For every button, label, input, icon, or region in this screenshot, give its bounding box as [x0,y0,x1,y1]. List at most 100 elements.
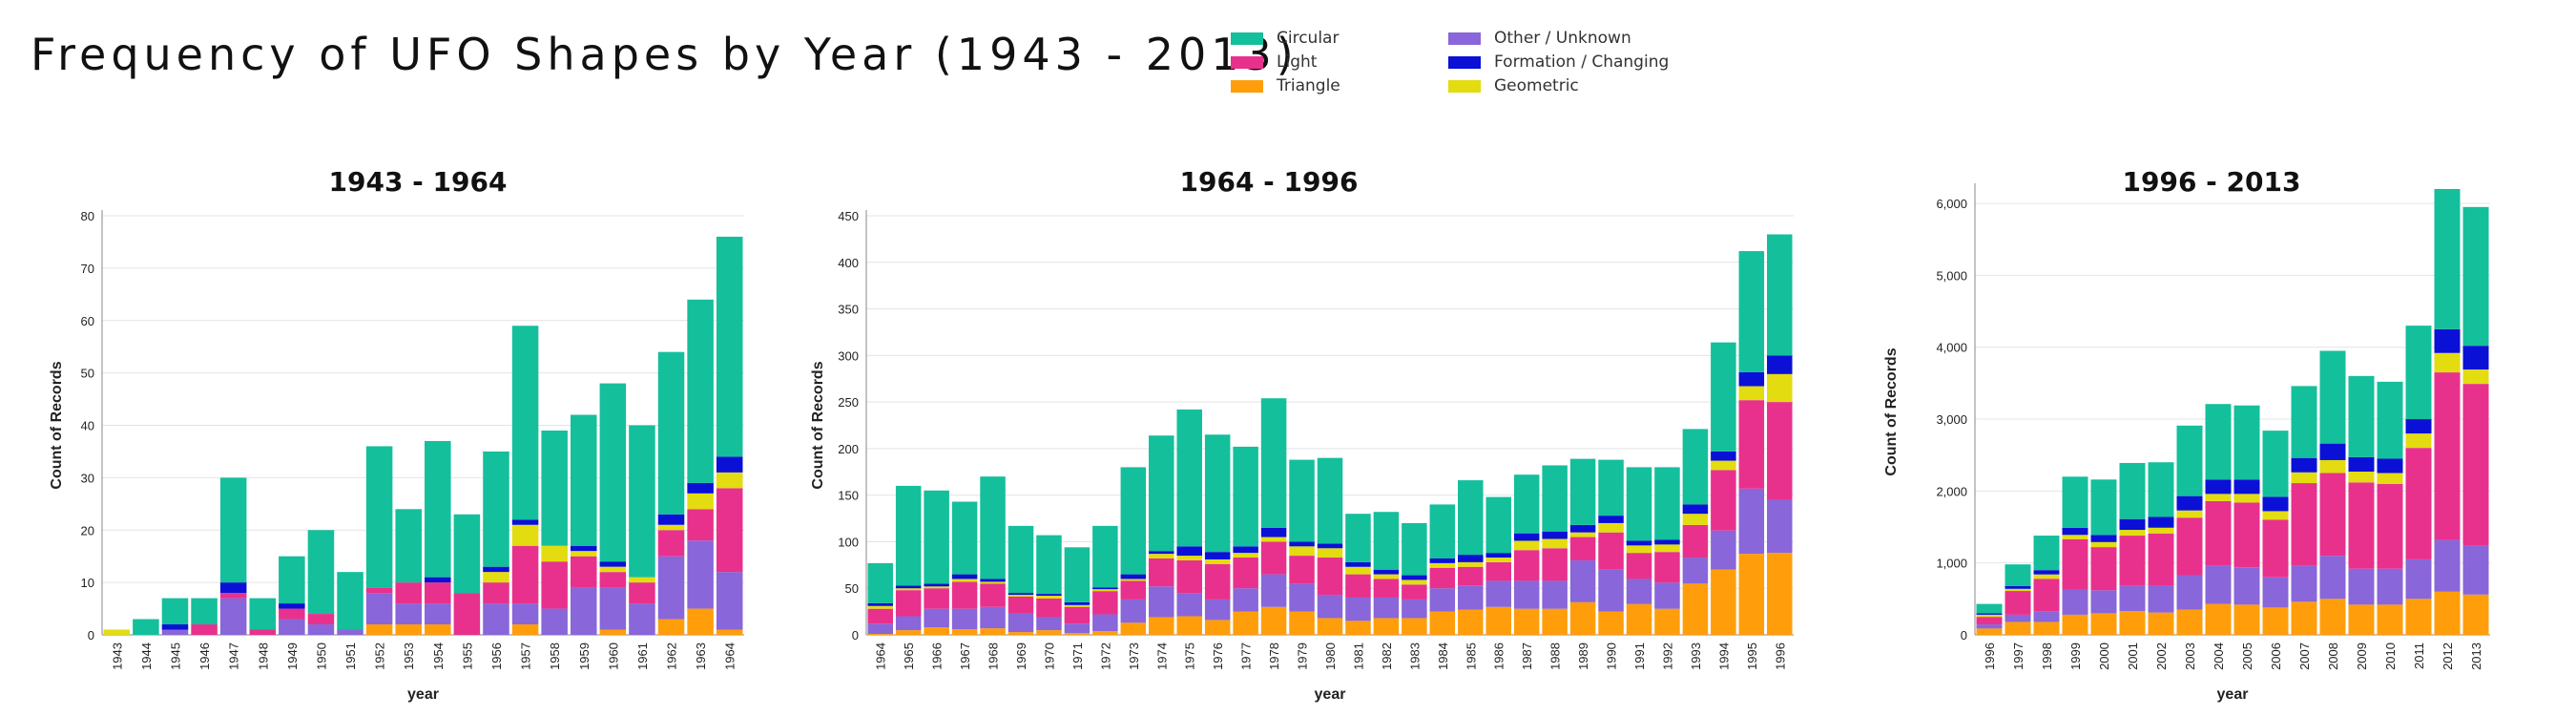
bar-segment-triangle-1990[interactable] [1598,611,1624,635]
bar-segment-formation-changing-2002[interactable] [2148,516,2174,528]
bar-segment-other-unknown-1956[interactable] [483,603,509,635]
bar-segment-circular-1957[interactable] [511,326,539,520]
bar-segment-formation-changing-2006[interactable] [2262,496,2289,512]
bar-segment-other-unknown-1979[interactable] [1289,583,1315,612]
bar-segment-triangle-1972[interactable] [1092,631,1118,635]
bar-segment-light-1969[interactable] [1008,597,1034,614]
bar-segment-circular-1996[interactable] [1767,234,1793,356]
bar-segment-circular-1991[interactable] [1626,467,1652,541]
bar-segment-light-1955[interactable] [453,593,481,635]
bar-segment-triangle-1996[interactable] [1767,553,1793,635]
bar-segment-other-unknown-1961[interactable] [629,603,655,635]
bar-segment-geometric-2006[interactable] [2262,511,2289,520]
bar-segment-circular-2003[interactable] [2176,425,2203,496]
bar-segment-other-unknown-1987[interactable] [1513,580,1540,609]
bar-segment-light-1968[interactable] [980,583,1006,607]
bar-segment-triangle-1978[interactable] [1260,606,1287,635]
bar-segment-circular-1976[interactable] [1204,434,1231,553]
bar-segment-circular-1949[interactable] [279,556,305,604]
bar-segment-light-1960[interactable] [599,572,627,588]
bar-segment-geometric-1978[interactable] [1260,537,1287,542]
bar-segment-formation-changing-2000[interactable] [2090,535,2117,542]
bar-segment-formation-changing-1965[interactable] [895,585,922,589]
bar-segment-triangle-2009[interactable] [2348,604,2375,635]
bar-segment-geometric-1983[interactable] [1402,579,1427,585]
bar-segment-formation-changing-1960[interactable] [599,561,627,567]
bar-segment-formation-changing-1981[interactable] [1345,561,1371,567]
bar-segment-geometric-2009[interactable] [2348,472,2375,483]
bar-segment-geometric-1992[interactable] [1654,544,1680,553]
bar-segment-formation-changing-1995[interactable] [1738,371,1765,387]
bar-segment-light-1962[interactable] [657,530,685,557]
bar-segment-other-unknown-1970[interactable] [1036,617,1062,631]
bar-segment-formation-changing-1969[interactable] [1008,593,1034,596]
bar-segment-circular-1996[interactable] [1976,603,2003,614]
bar-segment-other-unknown-2005[interactable] [2233,567,2260,605]
bar-segment-formation-changing-2007[interactable] [2291,457,2317,473]
bar-segment-other-unknown-1996[interactable] [1767,499,1793,554]
bar-segment-geometric-1972[interactable] [1092,589,1118,592]
bar-segment-light-1964[interactable] [867,608,893,624]
bar-segment-circular-2002[interactable] [2148,462,2174,517]
bar-segment-light-1950[interactable] [307,614,335,625]
bar-segment-circular-1985[interactable] [1458,480,1484,556]
bar-segment-other-unknown-1945[interactable] [161,629,189,635]
bar-segment-other-unknown-1976[interactable] [1204,599,1231,621]
bar-segment-geometric-1988[interactable] [1542,538,1568,549]
bar-segment-geometric-1996[interactable] [1976,614,2003,618]
bar-segment-other-unknown-1965[interactable] [895,616,922,631]
bar-segment-triangle-2000[interactable] [2090,613,2117,635]
bar-segment-circular-1959[interactable] [570,414,597,546]
bar-segment-other-unknown-1980[interactable] [1317,595,1343,619]
bar-segment-triangle-2003[interactable] [2176,609,2203,635]
bar-segment-light-1996[interactable] [1767,402,1793,500]
bar-segment-geometric-1967[interactable] [951,579,978,582]
bar-segment-triangle-1976[interactable] [1204,620,1231,635]
bar-segment-geometric-1979[interactable] [1289,546,1315,557]
bar-segment-light-1988[interactable] [1542,548,1568,581]
bar-segment-other-unknown-1951[interactable] [337,629,364,635]
bar-segment-light-1949[interactable] [279,608,305,620]
bar-segment-circular-1989[interactable] [1569,458,1596,525]
bar-segment-light-1947[interactable] [219,593,247,599]
bar-segment-other-unknown-1964[interactable] [716,572,743,630]
bar-segment-geometric-1985[interactable] [1458,561,1484,567]
bar-segment-light-2006[interactable] [2262,519,2289,578]
bar-segment-circular-2008[interactable] [2319,350,2346,444]
bar-segment-geometric-1964[interactable] [716,472,743,489]
bar-segment-geometric-1971[interactable] [1064,604,1091,607]
bar-segment-triangle-1981[interactable] [1345,621,1371,635]
bar-segment-formation-changing-2009[interactable] [2348,456,2375,473]
bar-segment-formation-changing-1980[interactable] [1317,543,1343,549]
bar-segment-triangle-2012[interactable] [2434,591,2461,635]
bar-segment-light-1959[interactable] [570,556,597,588]
bar-segment-circular-2004[interactable] [2205,404,2232,480]
bar-segment-other-unknown-1988[interactable] [1542,580,1568,609]
bar-segment-other-unknown-1986[interactable] [1485,580,1511,607]
bar-segment-triangle-1962[interactable] [657,619,685,635]
bar-segment-other-unknown-1971[interactable] [1064,623,1091,634]
bar-segment-geometric-1943[interactable] [103,629,131,635]
bar-segment-circular-1995[interactable] [1738,251,1765,372]
bar-segment-circular-1965[interactable] [895,485,922,586]
bar-segment-geometric-2005[interactable] [2233,494,2260,503]
bar-segment-circular-1958[interactable] [541,430,568,546]
bar-segment-triangle-1974[interactable] [1149,617,1174,635]
bar-segment-circular-1979[interactable] [1289,459,1315,542]
bar-segment-triangle-1954[interactable] [425,624,451,635]
bar-segment-geometric-1993[interactable] [1682,514,1709,525]
bar-segment-triangle-1964[interactable] [716,629,743,635]
bar-segment-other-unknown-1983[interactable] [1402,599,1427,619]
bar-segment-circular-1988[interactable] [1542,465,1568,532]
bar-segment-light-1994[interactable] [1711,470,1736,531]
bar-segment-triangle-1985[interactable] [1458,609,1484,635]
bar-segment-light-1956[interactable] [483,582,509,604]
bar-segment-triangle-2013[interactable] [2462,594,2489,635]
bar-segment-other-unknown-1994[interactable] [1711,530,1736,570]
bar-segment-circular-1953[interactable] [395,509,422,583]
bar-segment-other-unknown-1974[interactable] [1149,586,1174,618]
bar-segment-geometric-1997[interactable] [2005,588,2031,592]
bar-segment-triangle-2008[interactable] [2319,599,2346,635]
bar-segment-circular-2006[interactable] [2262,431,2289,497]
bar-segment-geometric-1963[interactable] [687,493,714,510]
